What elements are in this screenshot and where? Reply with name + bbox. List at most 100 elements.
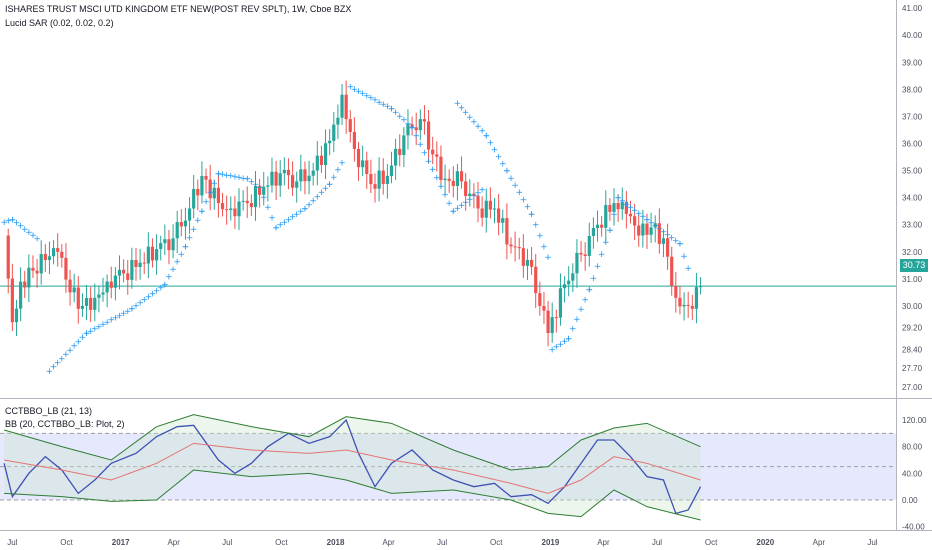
candle-up	[484, 200, 488, 218]
candle-up	[418, 119, 422, 131]
sar-dot: +	[503, 167, 511, 177]
candle-down	[245, 200, 249, 204]
sar-dot: +	[421, 148, 429, 158]
sar-dot: +	[87, 327, 95, 337]
price-tick-label: 39.00	[902, 58, 923, 67]
price-tick-label: 37.00	[902, 112, 923, 121]
candle-up	[562, 284, 567, 289]
candle-up	[661, 238, 666, 244]
candle-down	[686, 304, 690, 306]
sar-dot: +	[573, 315, 581, 325]
candle-down	[150, 246, 155, 261]
sar-dot: +	[614, 194, 622, 204]
sar-dot: +	[482, 131, 490, 141]
sar-dot: +	[618, 197, 626, 207]
candle-up	[138, 262, 142, 268]
sar-dot: +	[248, 177, 256, 187]
sar-dot: +	[594, 262, 602, 272]
time-tick-label: Jul	[222, 538, 232, 547]
sar-dot: +	[136, 299, 144, 309]
candle-down	[517, 247, 521, 249]
sar-dot: +	[272, 223, 280, 233]
price-tick-label: 34.00	[902, 194, 923, 203]
candle-up	[80, 305, 85, 309]
candle-down	[89, 297, 93, 310]
sar-dot: +	[223, 171, 231, 181]
sar-dot: +	[215, 169, 223, 179]
candle-up	[212, 187, 216, 199]
sar-dot: +	[565, 334, 573, 344]
sar-dot: +	[375, 98, 383, 108]
candle-up	[101, 292, 105, 295]
candle-up	[612, 203, 616, 212]
sar-dot: +	[206, 188, 214, 198]
candle-down	[435, 154, 439, 157]
candle-up	[468, 193, 472, 197]
sar-dot: +	[297, 207, 305, 217]
candle-up	[113, 275, 117, 288]
candle-up	[649, 227, 653, 235]
osc-legend: CCTBBO_LB (21, 13)	[5, 406, 93, 416]
sar-dot: +	[17, 222, 25, 232]
sar-dot: +	[318, 188, 326, 198]
sar-dot: +	[227, 172, 235, 182]
sar-dot: +	[676, 240, 684, 250]
time-tick-label: Oct	[275, 538, 288, 547]
sar-dot: +	[178, 250, 186, 260]
sar-dot: +	[215, 169, 223, 179]
candle-down	[439, 156, 443, 181]
sar-dot: +	[140, 296, 148, 306]
sar-dot: +	[157, 283, 165, 293]
sar-dot: +	[450, 207, 458, 217]
sar-dot: +	[305, 200, 313, 210]
candle-down	[542, 305, 546, 311]
sar-dot: +	[276, 221, 284, 231]
time-tick-label: Jul	[652, 538, 662, 547]
time-tick-label: Oct	[60, 538, 73, 547]
osc-tick-label: 80.00	[902, 443, 923, 452]
sar-dot: +	[536, 232, 544, 242]
sar-dot: +	[338, 158, 346, 168]
sar-dot: +	[474, 122, 482, 132]
candle-up	[311, 170, 315, 176]
sar-dot: +	[491, 145, 499, 155]
sar-dot: +	[235, 173, 243, 183]
osc-tick-label: 40.00	[902, 469, 923, 478]
sar-dot: +	[9, 215, 17, 225]
price-tick-label: 32.00	[902, 248, 923, 257]
sar-dot: +	[79, 333, 87, 343]
candle-down	[410, 124, 414, 128]
sar-dot: +	[676, 240, 684, 250]
candle-up	[653, 223, 657, 228]
sar-dot: +	[371, 96, 379, 106]
sar-dot: +	[400, 116, 408, 126]
candle-up	[340, 94, 344, 118]
candle-down	[426, 121, 431, 150]
sar-dot: +	[462, 108, 470, 118]
candle-down	[579, 252, 583, 255]
candle-down	[216, 187, 221, 204]
sar-dot: +	[684, 264, 692, 274]
time-tick-label: 2018	[327, 538, 345, 547]
sar-dot: +	[458, 104, 466, 114]
price-tick-label: 27.70	[902, 364, 923, 373]
sar-dot: +	[606, 226, 614, 236]
candle-down	[451, 180, 455, 186]
time-tick-label: Apr	[167, 538, 180, 547]
candle-up	[47, 256, 52, 260]
candle-up	[200, 175, 204, 196]
sar-dot: +	[128, 305, 136, 315]
time-tick-label: Jul	[7, 538, 17, 547]
candle-up	[84, 297, 89, 306]
candle-up	[278, 173, 282, 186]
sar-dot: +	[186, 234, 194, 244]
sar-dot: +	[577, 305, 585, 315]
time-tick-label: Jul	[867, 538, 877, 547]
sar-dot: +	[606, 226, 614, 236]
sar-dot: +	[548, 345, 556, 355]
candle-down	[258, 185, 262, 195]
candle-down	[23, 281, 27, 288]
sar-legend: Lucid SAR (0.02, 0.02, 0.2)	[5, 18, 114, 28]
candle-up	[51, 248, 56, 257]
